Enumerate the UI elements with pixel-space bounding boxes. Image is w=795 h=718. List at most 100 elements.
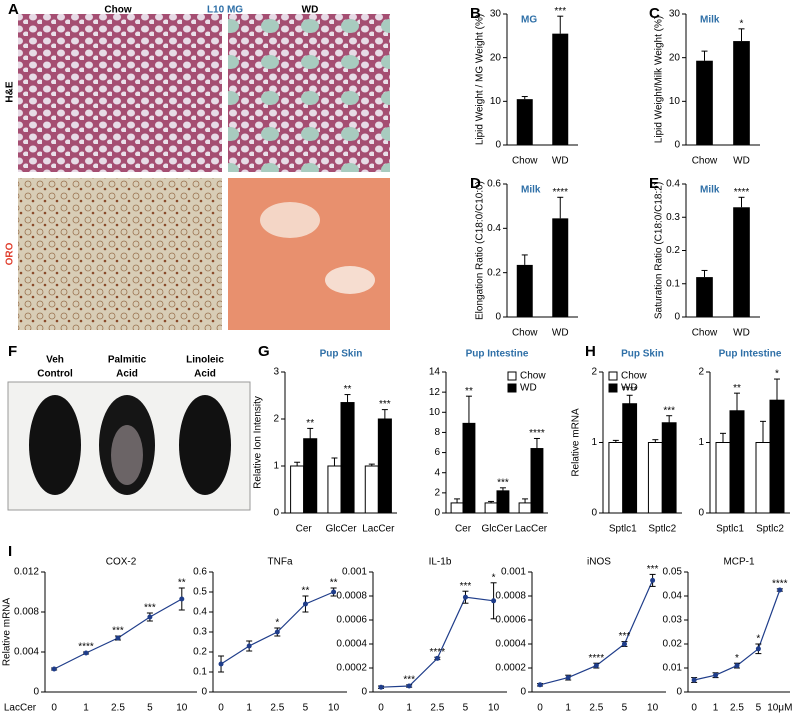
y-axis-label: Lipid Weight / MG Weight (%) xyxy=(475,14,486,145)
bar xyxy=(530,448,544,514)
group-label: Veh xyxy=(46,355,64,366)
x-tick-label: 5 xyxy=(147,703,153,714)
point xyxy=(406,683,412,689)
y-axis-label: Lipid Weight/Milk Weight (%) xyxy=(654,16,665,143)
significance: **** xyxy=(529,428,545,439)
y-tick-label: 0.6 xyxy=(487,179,501,190)
y-tick-label: 0.008 xyxy=(14,607,39,618)
bar xyxy=(729,410,745,514)
point xyxy=(491,598,497,604)
significance: ** xyxy=(733,383,741,394)
bar xyxy=(484,502,498,514)
y-tick-label: 30 xyxy=(490,9,502,20)
y-tick-label: 30 xyxy=(669,9,681,20)
point xyxy=(537,682,543,688)
chart-title: Pup Skin xyxy=(320,349,363,360)
line xyxy=(539,580,654,686)
significance: **** xyxy=(622,385,638,396)
column-label: Chow xyxy=(104,5,131,16)
panel-letter: A xyxy=(8,1,19,18)
y-tick-label: 10 xyxy=(429,407,441,418)
y-axis-label: Elongation Ratio (C18:0/C10:0) xyxy=(475,181,486,320)
y-tick-label: 0 xyxy=(273,508,279,519)
y-tick-label: 0.1 xyxy=(666,278,680,289)
legend-swatch xyxy=(608,383,618,393)
y-tick-label: 0.0008 xyxy=(495,591,526,602)
significance: * xyxy=(756,634,760,645)
y-tick-label: 0.0004 xyxy=(495,639,526,650)
point xyxy=(434,655,440,661)
x-tick-label: Cer xyxy=(455,524,472,535)
photo-detail xyxy=(260,202,320,238)
x-tick-label: 1 xyxy=(565,703,571,714)
x-tick-label: 0 xyxy=(537,703,543,714)
y-tick-label: 0.1 xyxy=(193,667,207,678)
y-tick-label: 0 xyxy=(591,508,597,519)
y-tick-label: 0.2 xyxy=(666,245,680,256)
x-tick-label: 0 xyxy=(51,703,57,714)
y-tick-label: 0.012 xyxy=(14,567,39,578)
y-tick-label: 8 xyxy=(434,427,440,438)
x-tick-label: 1 xyxy=(713,703,719,714)
chart-title: iNOS xyxy=(587,557,611,568)
bar xyxy=(608,442,624,514)
group-label: Acid xyxy=(194,369,216,380)
mouse-belly xyxy=(111,425,143,485)
y-tick-label: 12 xyxy=(429,387,441,398)
x-tick-label: Chow xyxy=(692,328,718,339)
x-tick-label: 10 xyxy=(488,703,500,714)
point xyxy=(115,635,121,641)
chart-title: MCP-1 xyxy=(723,557,755,568)
significance: ** xyxy=(306,418,314,429)
bar xyxy=(552,218,569,317)
bar xyxy=(622,403,638,514)
x-tick-label: 5 xyxy=(756,703,762,714)
bar xyxy=(290,465,305,514)
y-tick-label: 0.0002 xyxy=(336,663,367,674)
significance: ** xyxy=(344,384,352,395)
x-tick-label: 2.5 xyxy=(589,703,603,714)
bar xyxy=(733,207,750,317)
point xyxy=(621,641,627,647)
bar xyxy=(696,277,713,317)
significance: *** xyxy=(403,674,415,685)
significance: *** xyxy=(497,477,509,488)
x-tick-label: Sptlc1 xyxy=(716,524,744,535)
group-label: Control xyxy=(37,369,73,380)
y-tick-label: 1 xyxy=(698,437,704,448)
y-tick-label: 0.05 xyxy=(663,567,683,578)
y-tick-label: 0.5 xyxy=(193,587,207,598)
chart-title: Pup Intestine xyxy=(466,349,529,360)
y-tick-label: 0.0008 xyxy=(336,591,367,602)
chart-title: MG xyxy=(521,15,537,26)
x-tick-label: 10 xyxy=(176,703,188,714)
x-tick-label: 1 xyxy=(83,703,89,714)
x-tick-label: Sptlc2 xyxy=(756,524,784,535)
point xyxy=(218,661,224,667)
point xyxy=(147,614,153,620)
point xyxy=(246,643,252,649)
bar xyxy=(552,33,569,145)
bar xyxy=(364,465,379,514)
legend-swatch xyxy=(507,383,517,393)
panel-letter: H xyxy=(585,343,596,360)
legend-label: Chow xyxy=(621,371,647,382)
y-tick-label: 3 xyxy=(273,367,279,378)
significance: *** xyxy=(647,564,659,575)
legend-label: WD xyxy=(621,383,638,394)
y-tick-label: 2 xyxy=(273,414,279,425)
y-tick-label: 0.0006 xyxy=(495,615,526,626)
x-tick-label: 10 xyxy=(328,703,340,714)
panel-letter: G xyxy=(258,343,270,360)
point xyxy=(83,650,89,656)
chart-title: TNFa xyxy=(268,557,293,568)
y-tick-label: 0.04 xyxy=(663,591,683,602)
y-axis-label: Relative mRNA xyxy=(2,598,13,667)
y-tick-label: 0.4 xyxy=(487,223,501,234)
y-tick-label: 2 xyxy=(434,487,440,498)
significance: ** xyxy=(465,386,473,397)
bar xyxy=(769,399,785,514)
y-tick-label: 0 xyxy=(674,140,680,151)
legend-swatch xyxy=(507,371,517,381)
x-tick-label: 1 xyxy=(406,703,412,714)
